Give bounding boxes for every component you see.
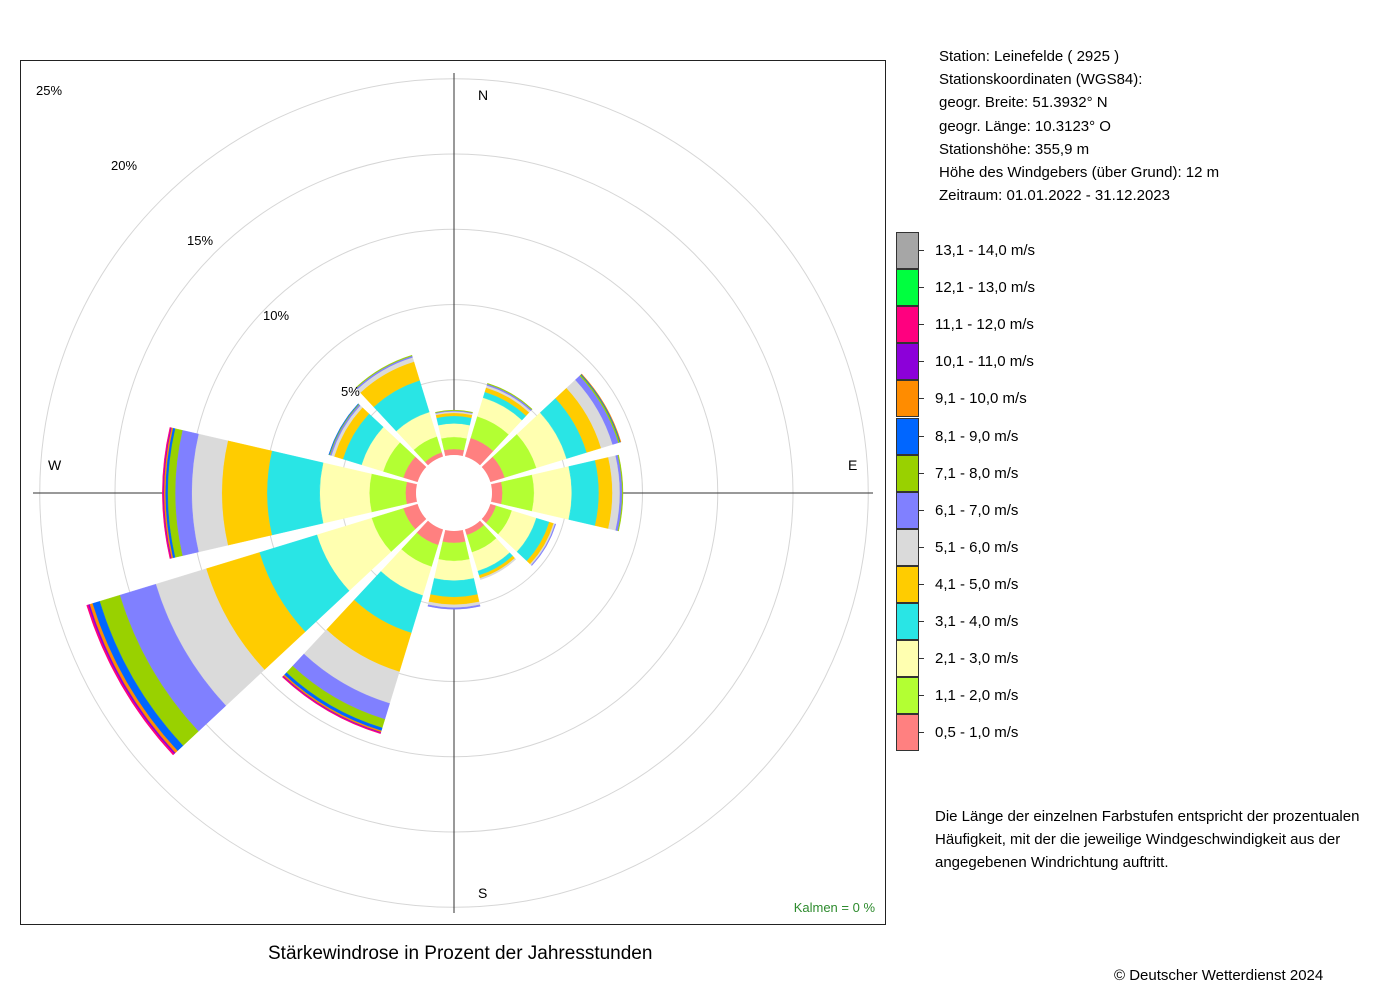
speed-legend: 13,1 - 14,0 m/s 12,1 - 13,0 m/s 11,1 - 12,… [896,232,1316,752]
legend-swatch [896,380,919,418]
legend-swatch [896,417,919,455]
legend-label: 2,1 - 3,0 m/s [935,650,1019,668]
legend-tick [919,546,924,548]
legend-swatch [896,454,919,492]
legend-swatch [896,269,919,307]
windrose-segment [434,559,474,581]
legend-swatch [896,306,919,344]
windrose-segment [355,354,413,389]
legend-tick [919,287,924,289]
legend-label: 3,1 - 4,0 m/s [935,613,1019,630]
windrose-segment [442,529,466,544]
legend-label: 10,1 - 11,0 m/s [935,353,1034,371]
legend-tick [919,324,924,326]
legend-tick [919,509,924,511]
ring-label-25: 25% [36,83,63,98]
station-latitude: geogr. Breite: 51.3932° N [939,94,1108,112]
legend-label: 4,1 - 5,0 m/s [935,575,1019,593]
anemometer-height: Höhe des Windgebers (über Grund): 12 m [939,164,1220,182]
calm-percentage: Kalmen = 0 % [793,900,875,915]
time-period: Zeitraum: 01.01.2022 - 31.12.2023 [939,187,1170,205]
direction-label-east: E [848,457,858,473]
station-longitude: geogr. Länge: 10.3123° O [939,117,1111,135]
windrose-segment [328,403,359,456]
windrose-segment [435,410,473,413]
direction-label-north: N [478,87,489,103]
windrose-segment [282,676,381,734]
windrose-segment [568,460,599,526]
windrose-segment [162,427,171,559]
legend-label: 11,1 - 12,0 m/s [935,316,1034,334]
legend-label: 6,1 - 7,0 m/s [935,501,1019,519]
windrose-segment [438,423,470,439]
windrose-plot-area: 5% 10% 15% 20% 25% N E S W Kalmen = 0 % [20,60,886,925]
legend-description: Die Länge der einzelnen Farbstufen entsp… [935,808,1360,871]
calm-center [416,455,492,531]
windrose-segment [405,481,418,505]
legend-tick [919,695,924,697]
station-name: Station: Leinefelde ( 2925 ) [939,48,1120,65]
windrose-segment [86,604,175,756]
legend-swatch [896,565,919,603]
legend-label: 1,1 - 2,0 m/s [935,687,1019,705]
windrose-segment [427,604,481,610]
windrose-segment [221,440,273,546]
windrose-segment [369,473,407,513]
legend-swatch [896,343,919,381]
windrose-segment [266,450,324,536]
ring-label-10: 10% [263,308,290,323]
station-info: Station: Leinefelde ( 2925 ) Stationskoo… [939,45,1219,207]
windrose-segment [531,466,572,520]
legend-tick [919,583,924,585]
legend-tick [919,472,924,474]
legend-swatch [896,528,919,566]
legend-swatch [896,232,919,269]
legend-label: 5,1 - 6,0 m/s [935,538,1019,556]
legend-label: 0,5 - 1,0 m/s [935,724,1019,742]
ring-label-5: 5% [341,384,360,399]
legend-label: 13,1 - 14,0 m/s [935,242,1036,259]
windrose-segment [490,481,503,505]
legend-tick [919,435,924,437]
windrose-segment [501,474,535,512]
ring-label-15: 15% [187,233,214,248]
legend-swatch [896,491,919,529]
legend-swatch [896,677,919,715]
station-elevation: Stationshöhe: 355,9 m [939,140,1090,158]
direction-label-west: W [48,457,62,473]
windrose-segment [319,462,372,524]
legend-swatch [896,603,919,640]
legend-label: 8,1 - 9,0 m/s [935,427,1019,445]
legend-label: 9,1 - 10,0 m/s [935,390,1027,408]
windrose-segment [581,373,622,443]
legend-tick [919,658,924,660]
legend-tick [919,398,924,400]
legend-swatch [896,714,919,752]
legend-tick [919,732,924,734]
legend-tick [919,250,924,251]
legend-tick [919,361,924,363]
windrose-segment [441,436,467,451]
chart-title: Stärkewindrose in Prozent der Jahresstun… [268,943,653,964]
windrose-segment [430,578,478,598]
direction-label-south: S [478,885,488,901]
legend-swatch [896,640,919,678]
windrose-chart [33,73,873,913]
windrose-segment [443,448,465,457]
windrose-segment [617,454,624,532]
legend-label: 12,1 - 13,0 m/s [935,279,1036,297]
station-coordinates-heading: Stationskoordinaten (WGS84): [939,71,1143,89]
legend-label: 7,1 - 8,0 m/s [935,464,1019,482]
ring-label-20: 20% [111,158,138,173]
windrose-segment [531,523,557,566]
windrose-segment [438,541,470,562]
windrose-segment [487,383,533,410]
legend-tick [919,621,924,622]
copyright-notice: © Deutscher Wetterdienst 2024 [1114,967,1324,984]
windrose-segment [479,557,517,580]
